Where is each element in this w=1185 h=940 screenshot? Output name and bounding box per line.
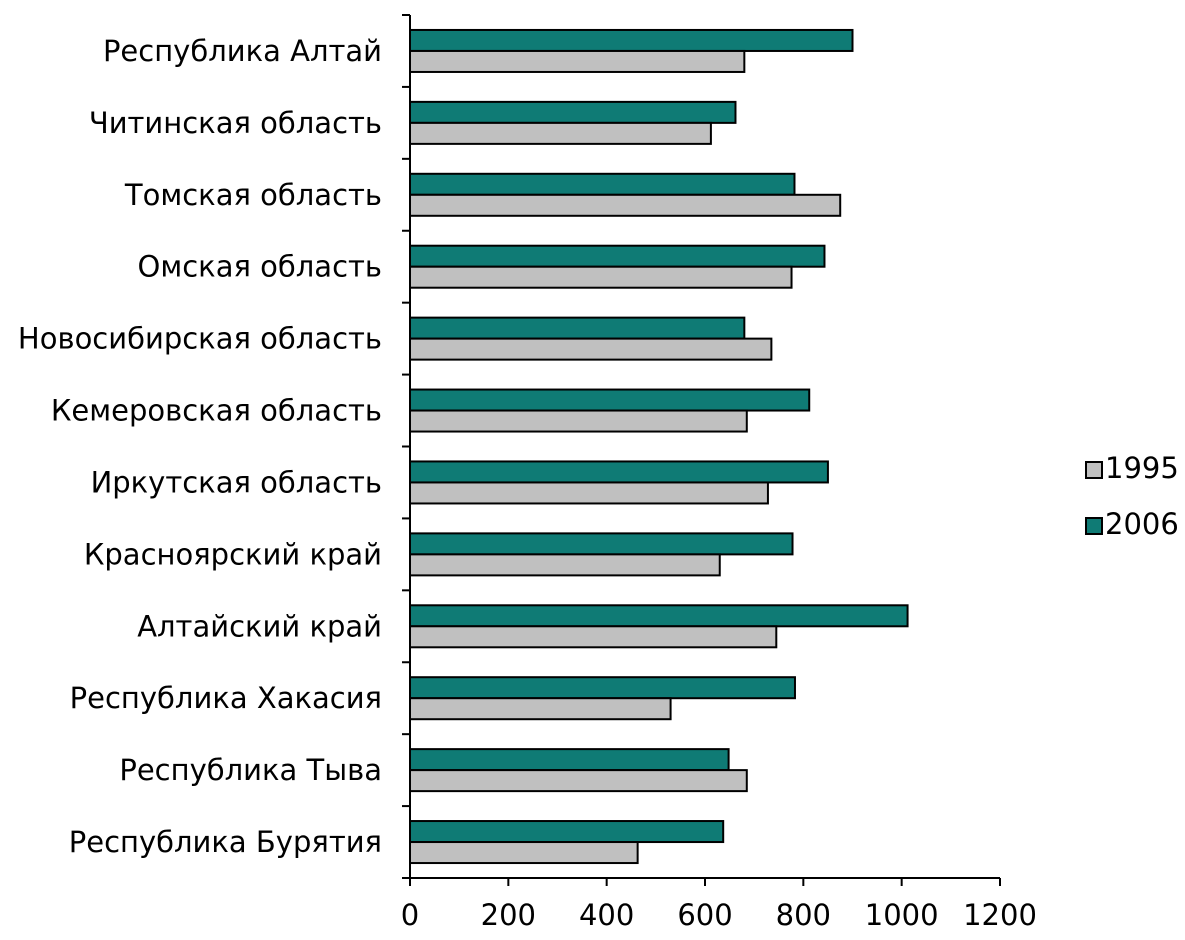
bar-1995-8 [409, 625, 778, 649]
category-label: Республика Хакасия [70, 681, 382, 715]
bar-1995-0 [409, 49, 746, 73]
category-label: Красноярский край [84, 537, 382, 571]
bar-2006-5 [409, 388, 811, 412]
axes-group [402, 14, 1001, 886]
bar-2006-7 [409, 532, 794, 556]
category-label: Омская область [138, 250, 382, 284]
bars-group [409, 28, 909, 865]
category-label: Иркутская область [91, 465, 382, 499]
bar-2006-2 [409, 172, 796, 196]
legend-label-2006: 2006 [1105, 507, 1179, 541]
bar-1995-3 [409, 265, 793, 289]
category-label: Кемеровская область [51, 394, 382, 428]
x-tick-label: 800 [776, 898, 831, 932]
bar-2006-3 [409, 244, 826, 268]
bar-1995-5 [409, 409, 748, 433]
legend-swatch-1995 [1085, 461, 1103, 479]
category-label: Томская область [124, 178, 382, 212]
category-label: Новосибирская область [18, 322, 382, 356]
category-labels: Республика Алтай Читинская область Томская… [18, 34, 382, 859]
x-tick-label: 400 [579, 898, 634, 932]
bar-1995-2 [409, 193, 842, 217]
category-label: Республика Тыва [119, 753, 382, 787]
bar-2006-9 [409, 676, 796, 700]
x-tick-label: 1000 [865, 898, 939, 932]
bar-2006-11 [409, 820, 725, 844]
bar-1995-4 [409, 337, 773, 361]
x-tick-labels: 0 200 400 600 800 1000 1200 [401, 898, 1037, 932]
category-label: Республика Бурятия [69, 825, 382, 859]
bar-1995-11 [409, 841, 639, 865]
bar-1995-9 [409, 697, 672, 721]
category-label: Читинская область [89, 106, 382, 140]
x-tick-label: 600 [677, 898, 732, 932]
category-label: Алтайский край [137, 609, 382, 643]
legend-label-1995: 1995 [1105, 451, 1179, 485]
bar-2006-4 [409, 316, 746, 340]
x-tick-label: 1200 [963, 898, 1037, 932]
category-label: Республика Алтай [103, 34, 382, 68]
bar-2006-1 [409, 100, 737, 124]
bar-1995-7 [409, 553, 721, 577]
bar-2006-10 [409, 748, 730, 772]
legend-swatch-2006 [1085, 517, 1103, 535]
bar-1995-10 [409, 769, 748, 793]
bar-1995-6 [409, 481, 769, 505]
bar-2006-0 [409, 28, 854, 52]
x-tick-label: 200 [481, 898, 536, 932]
x-tick-label: 0 [401, 898, 419, 932]
bar-2006-8 [409, 604, 909, 628]
bar-2006-6 [409, 460, 829, 484]
bar-1995-1 [409, 121, 712, 145]
legend: 1995 2006 [1085, 451, 1179, 541]
